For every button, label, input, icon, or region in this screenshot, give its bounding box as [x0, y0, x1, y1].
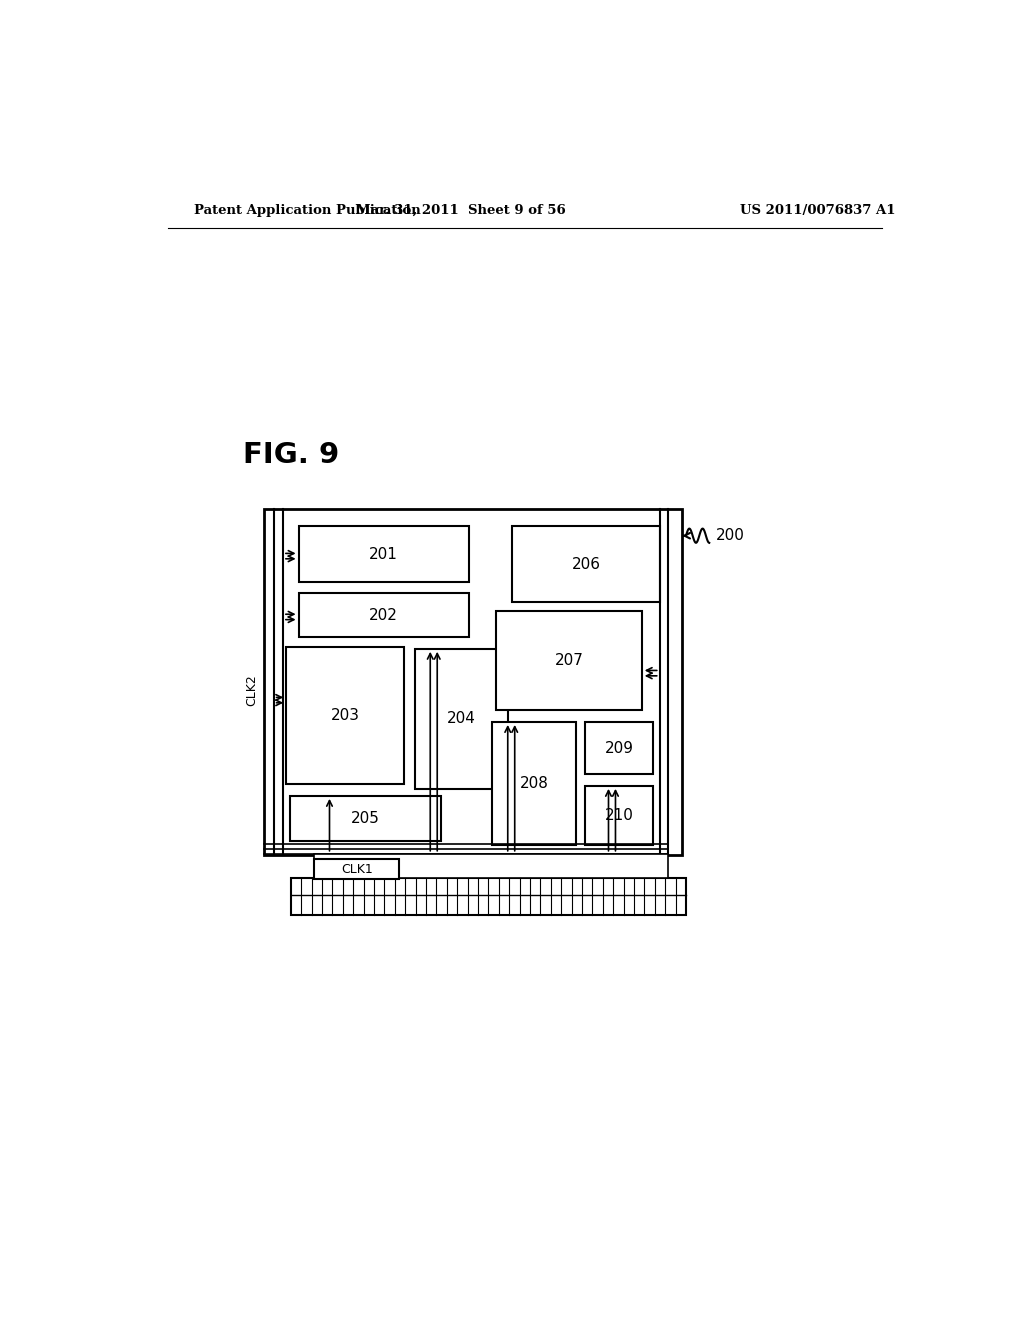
Bar	[291, 878, 686, 915]
Text: 209: 209	[605, 741, 634, 756]
Text: 200: 200	[716, 528, 744, 544]
Text: FIG. 9: FIG. 9	[243, 441, 339, 469]
Text: 207: 207	[555, 653, 584, 668]
Bar	[586, 722, 653, 775]
Text: 202: 202	[370, 609, 398, 623]
Text: Mar. 31, 2011  Sheet 9 of 56: Mar. 31, 2011 Sheet 9 of 56	[356, 205, 566, 218]
Bar	[493, 722, 575, 845]
Text: 203: 203	[331, 708, 359, 722]
Bar	[314, 854, 669, 878]
Bar	[496, 611, 642, 710]
Bar	[299, 594, 469, 638]
Bar	[263, 508, 682, 855]
Text: 201: 201	[370, 546, 398, 562]
Text: 204: 204	[446, 711, 476, 726]
Text: CLK2: CLK2	[246, 673, 258, 706]
Bar	[586, 785, 653, 845]
Bar	[415, 649, 508, 789]
Text: 205: 205	[351, 810, 380, 826]
Bar	[290, 796, 441, 841]
Text: 210: 210	[605, 808, 634, 824]
Bar	[299, 527, 469, 582]
Text: Patent Application Publication: Patent Application Publication	[194, 205, 421, 218]
Bar	[512, 527, 660, 602]
Text: US 2011/0076837 A1: US 2011/0076837 A1	[740, 205, 896, 218]
Text: CLK1: CLK1	[341, 862, 373, 875]
Text: 208: 208	[519, 776, 549, 791]
Bar	[286, 647, 403, 784]
Text: 206: 206	[571, 557, 600, 572]
Bar	[314, 859, 399, 879]
